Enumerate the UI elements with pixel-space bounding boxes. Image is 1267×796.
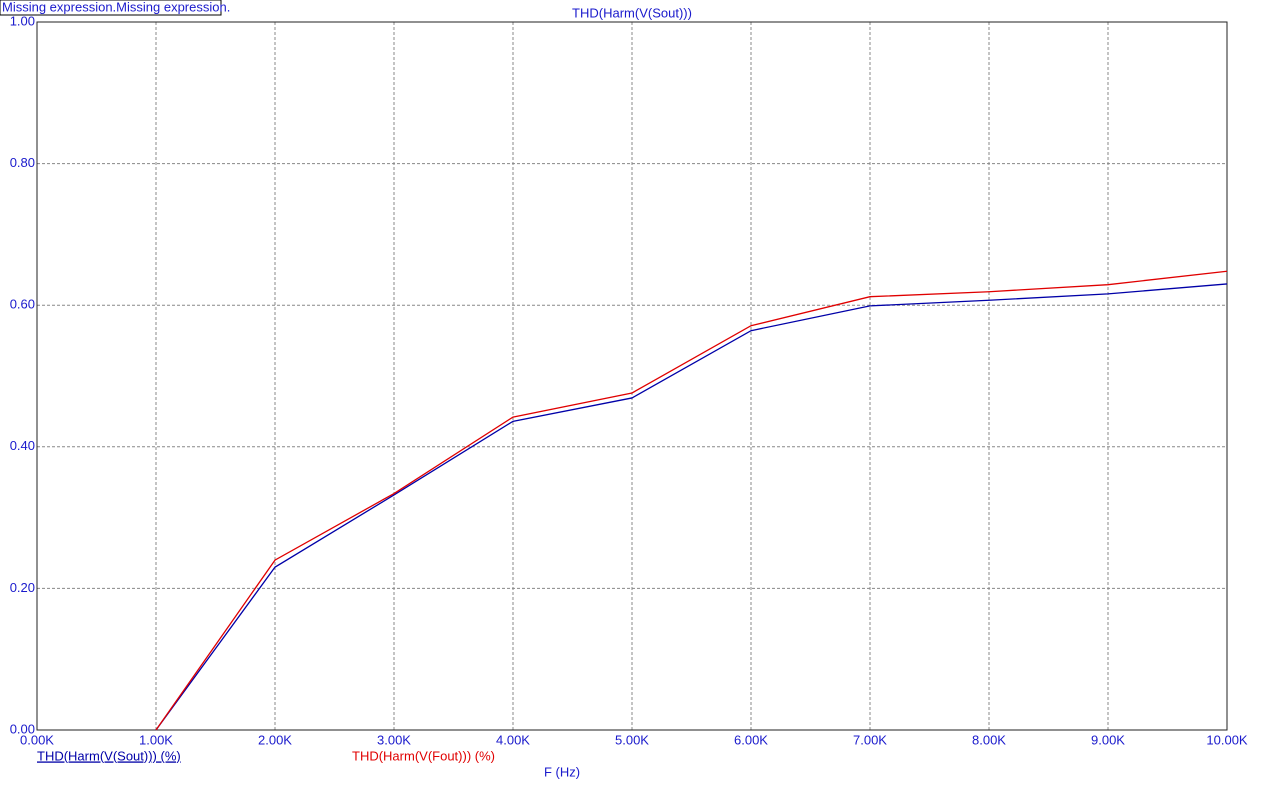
chart-title: THD(Harm(V(Sout))) (572, 5, 692, 20)
legend-entry: THD(Harm(V(Sout))) (%) (37, 748, 181, 763)
note-box (0, 0, 222, 16)
legend-entry: THD(Harm(V(Fout))) (%) (352, 748, 495, 763)
x-tick-label: 5.00K (615, 732, 649, 747)
x-tick-label: 1.00K (139, 732, 173, 747)
series-line (155, 270, 1228, 731)
x-tick-label: 10.00K (1206, 732, 1248, 747)
x-tick-label: 9.00K (1091, 732, 1125, 747)
y-tick-label: 0.00 (10, 721, 35, 736)
x-tick-label: 4.00K (496, 732, 530, 747)
y-tick-label: 0.20 (10, 580, 35, 595)
x-tick-label: 2.00K (258, 732, 292, 747)
x-tick-label: 7.00K (853, 732, 887, 747)
plot-frame (36, 21, 1228, 731)
x-tick-label: 0.00K (20, 732, 54, 747)
y-tick-label: 1.00 (10, 13, 35, 28)
series-line (155, 283, 1228, 731)
y-tick-label: 0.40 (10, 438, 35, 453)
note: Missing expression.Missing expression. (2, 0, 230, 14)
y-tick-label: 0.60 (10, 297, 35, 312)
x-tick-label: 6.00K (734, 732, 768, 747)
x-tick-label: 3.00K (377, 732, 411, 747)
y-tick-label: 0.80 (10, 155, 35, 170)
x-axis-label: F (Hz) (544, 764, 580, 779)
x-tick-label: 8.00K (972, 732, 1006, 747)
